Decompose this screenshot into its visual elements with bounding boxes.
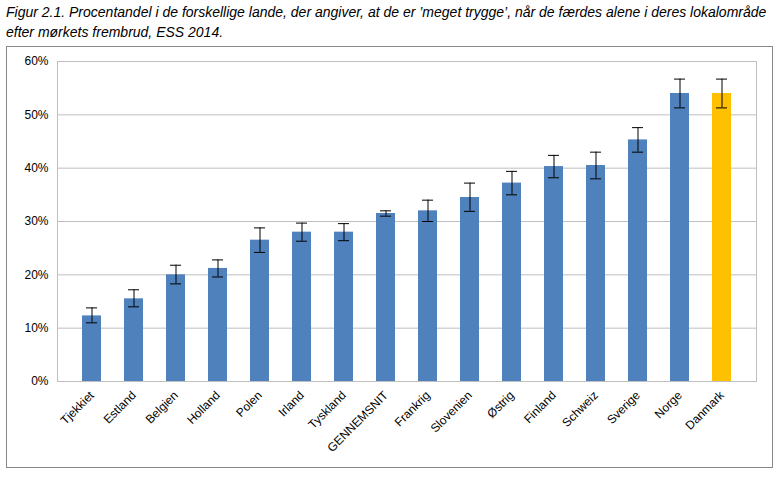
svg-text:Irland: Irland	[276, 388, 307, 419]
svg-text:GENNEMSNIT: GENNEMSNIT	[324, 388, 391, 455]
svg-text:Holland: Holland	[184, 388, 223, 427]
svg-text:Norge: Norge	[652, 388, 685, 421]
svg-text:40%: 40%	[24, 161, 48, 175]
svg-text:60%: 60%	[24, 54, 48, 68]
svg-text:0%: 0%	[31, 374, 49, 388]
svg-text:30%: 30%	[24, 214, 48, 228]
svg-text:Tjekkiet: Tjekkiet	[58, 388, 98, 428]
svg-text:Slovenien: Slovenien	[428, 388, 475, 435]
svg-text:Schweiz: Schweiz	[559, 388, 600, 429]
svg-text:Tyskland: Tyskland	[305, 388, 348, 431]
svg-text:50%: 50%	[24, 108, 48, 122]
svg-text:Sverige: Sverige	[604, 388, 643, 427]
svg-text:Østrig: Østrig	[484, 388, 517, 421]
svg-text:Belgien: Belgien	[143, 388, 181, 426]
svg-text:Frankrig: Frankrig	[392, 388, 433, 429]
svg-text:Danmark: Danmark	[683, 388, 728, 433]
svg-text:10%: 10%	[24, 321, 48, 335]
svg-text:Polen: Polen	[233, 388, 265, 420]
svg-text:20%: 20%	[24, 268, 48, 282]
svg-text:Finland: Finland	[521, 388, 559, 426]
svg-text:Estland: Estland	[101, 388, 139, 426]
html-text:Figur 2.1. Procentandel i de f: Figur 2.1. Procentandel i de forskellige…	[6, 4, 767, 40]
